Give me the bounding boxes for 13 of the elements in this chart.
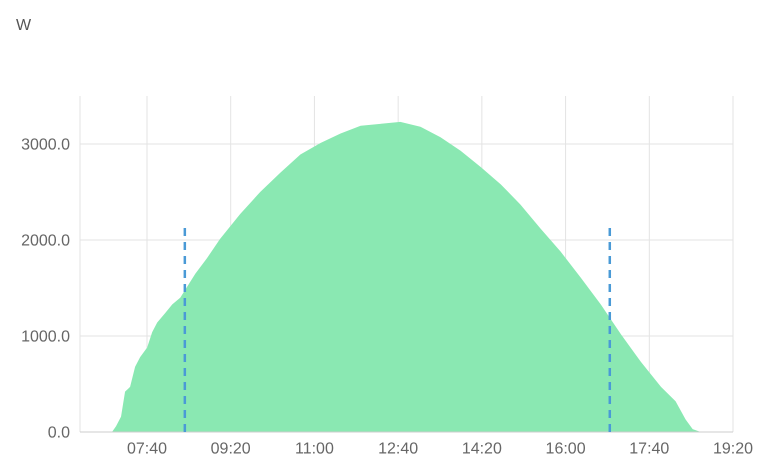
x-tick-label: 11:00 — [294, 440, 334, 458]
y-tick-label: 2000.0 — [21, 232, 70, 250]
x-tick-label: 14:20 — [462, 440, 502, 458]
x-tick-label: 07:40 — [126, 440, 168, 458]
x-tick-label: 19:20 — [712, 440, 754, 458]
y-axis-title: W — [16, 17, 32, 34]
y-tick-label: 3000.0 — [21, 136, 70, 154]
y-tick-label: 1000.0 — [21, 328, 70, 346]
x-tick-label: 16:00 — [546, 440, 586, 458]
x-tick-label: 17:40 — [629, 440, 670, 458]
x-tick-label: 09:20 — [210, 440, 251, 458]
y-tick-label: 0.0 — [48, 424, 70, 442]
x-tick-label: 12:40 — [378, 440, 418, 458]
